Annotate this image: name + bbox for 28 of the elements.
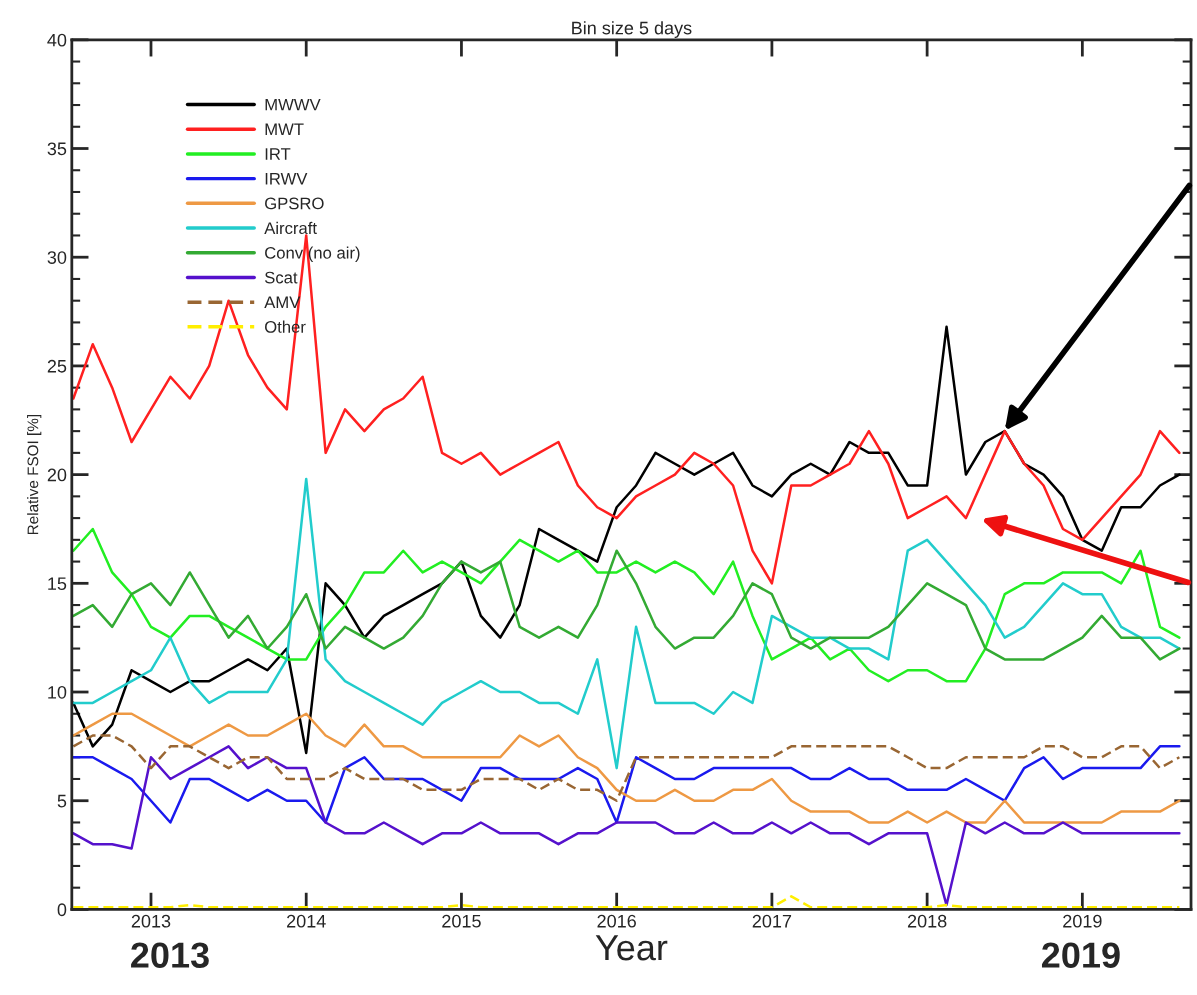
text: 2013 — [131, 942, 209, 969]
x-tick-label: 2015 — [442, 914, 481, 928]
y-tick-label: 15 — [48, 577, 67, 591]
chart-title: Bin size 5 days — [572, 21, 692, 38]
legend-label: MWT — [265, 123, 304, 136]
x-tick-label: 2016 — [597, 914, 636, 928]
y-tick-label: 10 — [48, 685, 67, 699]
legend-label: IRT — [265, 148, 291, 160]
legend-label: Scat — [264, 271, 298, 284]
legend-label: MWWV — [265, 98, 321, 111]
x-tick-label: 2019 — [1063, 914, 1102, 928]
text: 2019 — [1041, 942, 1120, 968]
x-tick-label: 2018 — [907, 914, 947, 928]
y-tick-label: 20 — [47, 468, 67, 482]
y-tick-label: 25 — [47, 359, 67, 373]
y-tick-label: 35 — [47, 142, 67, 156]
y-tick-label: 40 — [47, 33, 67, 47]
x-tick-label: 2017 — [752, 914, 792, 928]
x-tick-label: 2014 — [287, 914, 326, 928]
x-axis-title: Year — [595, 935, 668, 961]
y-tick-label: 0 — [57, 903, 67, 917]
y-axis-title: Relative FSOI [%] — [27, 415, 42, 535]
legend-label: Aircraft — [264, 221, 317, 235]
legend-label: GPSRO — [265, 197, 324, 210]
y-tick-label: 5 — [57, 794, 67, 808]
x-tick-label: 2013 — [131, 914, 171, 928]
legend-label: IRWV — [265, 173, 308, 185]
y-tick-label: 30 — [47, 251, 67, 264]
